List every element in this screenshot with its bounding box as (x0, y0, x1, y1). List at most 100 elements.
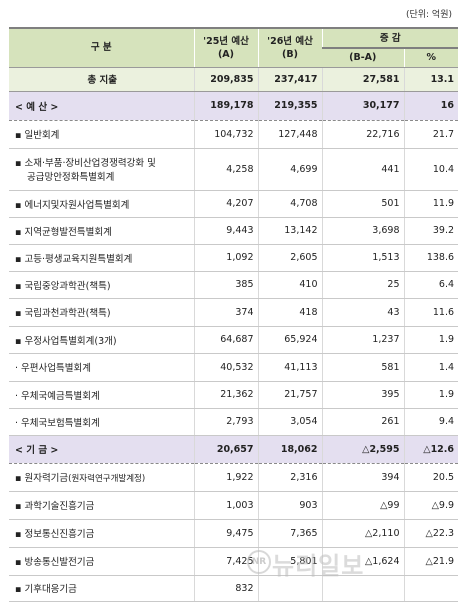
row-a: 9,443 (193, 217, 258, 245)
row-a: 2,793 (193, 408, 258, 436)
row-diff: 394 (321, 463, 404, 492)
row-pct: 21.7 (403, 120, 459, 149)
row-b: 418 (257, 298, 322, 327)
row-pct: 16 (403, 90, 459, 121)
header-2026: '26년 예산 (B) (257, 27, 322, 68)
header-pct: % (403, 47, 459, 68)
row-a: 104,732 (193, 120, 258, 149)
row-b: 41,113 (257, 353, 322, 382)
table-row: ▪ 국립중앙과학관(책특) 385 410 25 6.4 (9, 271, 459, 299)
row-b: 903 (257, 491, 322, 520)
row-b: 21,757 (257, 381, 322, 409)
row-diff: 25 (321, 271, 404, 299)
row-name: ▪ 원자력기금(원자력연구개발계정) (9, 463, 194, 492)
row-pct: 39.2 (403, 217, 459, 245)
row-b: 2,316 (257, 463, 322, 492)
row-pct: 11.9 (403, 190, 459, 218)
row-name: ▪ 기후대응기금 (9, 575, 194, 602)
row-b: 13,142 (257, 217, 322, 245)
row-b: 4,699 (257, 148, 322, 191)
table-row: ▪ 일반회계 104,732 127,448 22,716 21.7 (9, 120, 459, 149)
row-pct: 1.4 (403, 353, 459, 382)
row-b: 3,054 (257, 408, 322, 436)
row-pct: △12.6 (403, 434, 459, 464)
row-name: ▪ 고등·평생교육지원특별회계 (9, 244, 194, 272)
row-name: ▪ 지역균형발전특별회계 (9, 217, 194, 245)
row-name: ▪ 소재·부품·장비산업경쟁력강화 및 공급망안정화특별회계 (9, 148, 194, 191)
row-pct: 138.6 (403, 244, 459, 272)
row-diff: △2,110 (321, 519, 404, 548)
row-name: ▪ 국립과천과학관(책특) (9, 298, 194, 327)
row-b: 127,448 (257, 120, 322, 149)
row-pct: 10.4 (403, 148, 459, 191)
total-row: 총 지출 209,835 237,417 27,581 13.1 (9, 67, 459, 92)
row-a: 1,092 (193, 244, 258, 272)
row-diff: 30,177 (321, 90, 404, 121)
row-pct (403, 575, 459, 602)
row-name: ▪ 방송통신발전기금 (9, 547, 194, 576)
row-a: 209,835 (193, 67, 258, 92)
row-pct: 1.9 (403, 381, 459, 409)
row-a: 1,003 (193, 491, 258, 520)
section-row: < 예 산 >189,178 219,355 30,177 16 (9, 90, 459, 121)
budget-table: 구 분 '25년 예산 (A) '26년 예산 (B) 증 감 (B-A) % 총 … (9, 27, 459, 602)
row-diff: 43 (321, 298, 404, 327)
table-row: ▪ 에너지및자원사업특별회계 4,207 4,708 501 11.9 (9, 190, 459, 218)
table-row: ▪ 과학기술진흥기금 1,003 903 △99 △9.9 (9, 491, 459, 520)
row-a: 374 (193, 298, 258, 327)
row-b: 410 (257, 271, 322, 299)
row-pct: 11.6 (403, 298, 459, 327)
row-name: 총 지출 (9, 67, 194, 92)
row-b: 2,605 (257, 244, 322, 272)
row-name: ▪ 정보통신진흥기금 (9, 519, 194, 548)
row-b: 65,924 (257, 326, 322, 354)
table-row: ▪ 지역균형발전특별회계 9,443 13,142 3,698 39.2 (9, 217, 459, 245)
row-a: 20,657 (193, 434, 258, 464)
watermark-text: 뉴리일보 (272, 552, 365, 580)
row-b: 219,355 (257, 90, 322, 121)
header-diff: (B-A) (322, 47, 404, 68)
row-a: 21,362 (193, 381, 258, 409)
table-row: ▪ 방송통신발전기금 7,425 5,801 △1,624 △21.9 (9, 547, 459, 576)
table-row: ▪ 원자력기금(원자력연구개발계정) 1,922 2,316 394 20.5 (9, 463, 459, 492)
row-pct: 1.9 (403, 326, 459, 354)
row-name: · 우체국보험특별회계 (9, 408, 194, 436)
row-name: < 예 산 > (9, 90, 194, 121)
row-b (257, 575, 322, 602)
row-pct: 13.1 (403, 67, 459, 92)
row-a: 64,687 (193, 326, 258, 354)
row-diff: 27,581 (321, 67, 404, 92)
section-row: < 기 금 >20,657 18,062 △2,595 △12.6 (9, 434, 459, 464)
table-row: ▪ 정보통신진흥기금 9,475 7,365 △2,110 △22.3 (9, 519, 459, 548)
unit-label: (단위: 억원) (405, 10, 452, 20)
watermark-logo: NR (247, 550, 271, 574)
row-diff: △1,624 (321, 547, 404, 576)
row-diff: 501 (321, 190, 404, 218)
row-pct: △21.9 (403, 547, 459, 576)
row-pct: 20.5 (403, 463, 459, 492)
header-2025: '25년 예산 (A) (193, 27, 258, 68)
table-row: ▪ 소재·부품·장비산업경쟁력강화 및 공급망안정화특별회계 4,258 4,699 4… (9, 148, 459, 191)
row-name: · 우체국예금특별회계 (9, 381, 194, 409)
row-diff: 3,698 (321, 217, 404, 245)
row-a: 385 (193, 271, 258, 299)
row-a: 1,922 (193, 463, 258, 492)
row-diff: 581 (321, 353, 404, 382)
table-row: · 우편사업특별회계 40,532 41,113 581 1.4 (9, 353, 459, 382)
row-b: 18,062 (257, 434, 322, 464)
row-a: 4,207 (193, 190, 258, 218)
row-diff: △99 (321, 491, 404, 520)
row-diff: △2,595 (321, 434, 404, 464)
table-row: · 우체국예금특별회계 21,362 21,757 395 1.9 (9, 381, 459, 409)
row-diff: 1,237 (321, 326, 404, 354)
row-a: 189,178 (193, 90, 258, 121)
row-pct: △22.3 (403, 519, 459, 548)
header-name: 구 분 (9, 27, 194, 68)
table-row: ▪ 우정사업특별회계(3개) 64,687 65,924 1,237 1.9 (9, 326, 459, 354)
row-a: 4,258 (193, 148, 258, 191)
row-pct: 9.4 (403, 408, 459, 436)
row-pct: △9.9 (403, 491, 459, 520)
row-name: ▪ 과학기술진흥기금 (9, 491, 194, 520)
table-row: ▪ 고등·평생교육지원특별회계 1,092 2,605 1,513 138.6 (9, 244, 459, 272)
